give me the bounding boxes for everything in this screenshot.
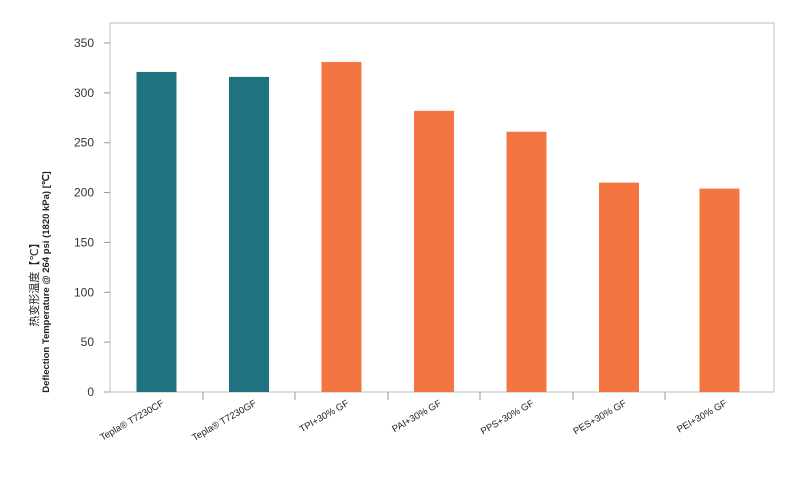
x-tick-label: TPI+30% GF [298,398,351,435]
x-tick-label: PES+30% GF [572,398,629,437]
x-tick-label: Tepla® T7230GF [190,398,258,444]
bar [506,131,547,392]
bar [229,76,269,392]
bar [321,61,362,393]
y-axis-title-en: Deflection Temperature @ 264 psi (1820 k… [41,171,52,392]
y-tick-label: 250 [74,136,94,150]
x-axis: Tepla® T7230CF Tepla® T7230GF TPI+30% GF PA… [98,392,729,444]
bar [414,110,454,392]
bar [699,188,740,392]
y-tick-label: 50 [81,335,95,349]
y-tick-label: 100 [74,285,94,299]
x-tick-label: PEI+30% GF [675,398,729,435]
y-tick-label: 200 [74,186,94,200]
bar [136,71,177,392]
y-tick-label: 350 [74,36,94,50]
y-axis-title-cn: 热变形温度【℃】 [27,237,41,326]
y-tick-label: 0 [87,385,94,399]
y-axis-title: 热变形温度【℃】 Deflection Temperature @ 264 ps… [27,171,52,392]
x-tick-label: PPS+30% GF [479,398,536,437]
bar [599,182,639,392]
x-tick-label: Tepla® T7230CF [98,398,166,444]
x-tick-label: PAI+30% GF [390,398,443,435]
bars [136,61,740,393]
y-tick-label: 300 [74,86,94,100]
y-tick-label: 150 [74,235,94,249]
y-axis: 0 50 100 150 200 250 300 350 [74,36,110,399]
